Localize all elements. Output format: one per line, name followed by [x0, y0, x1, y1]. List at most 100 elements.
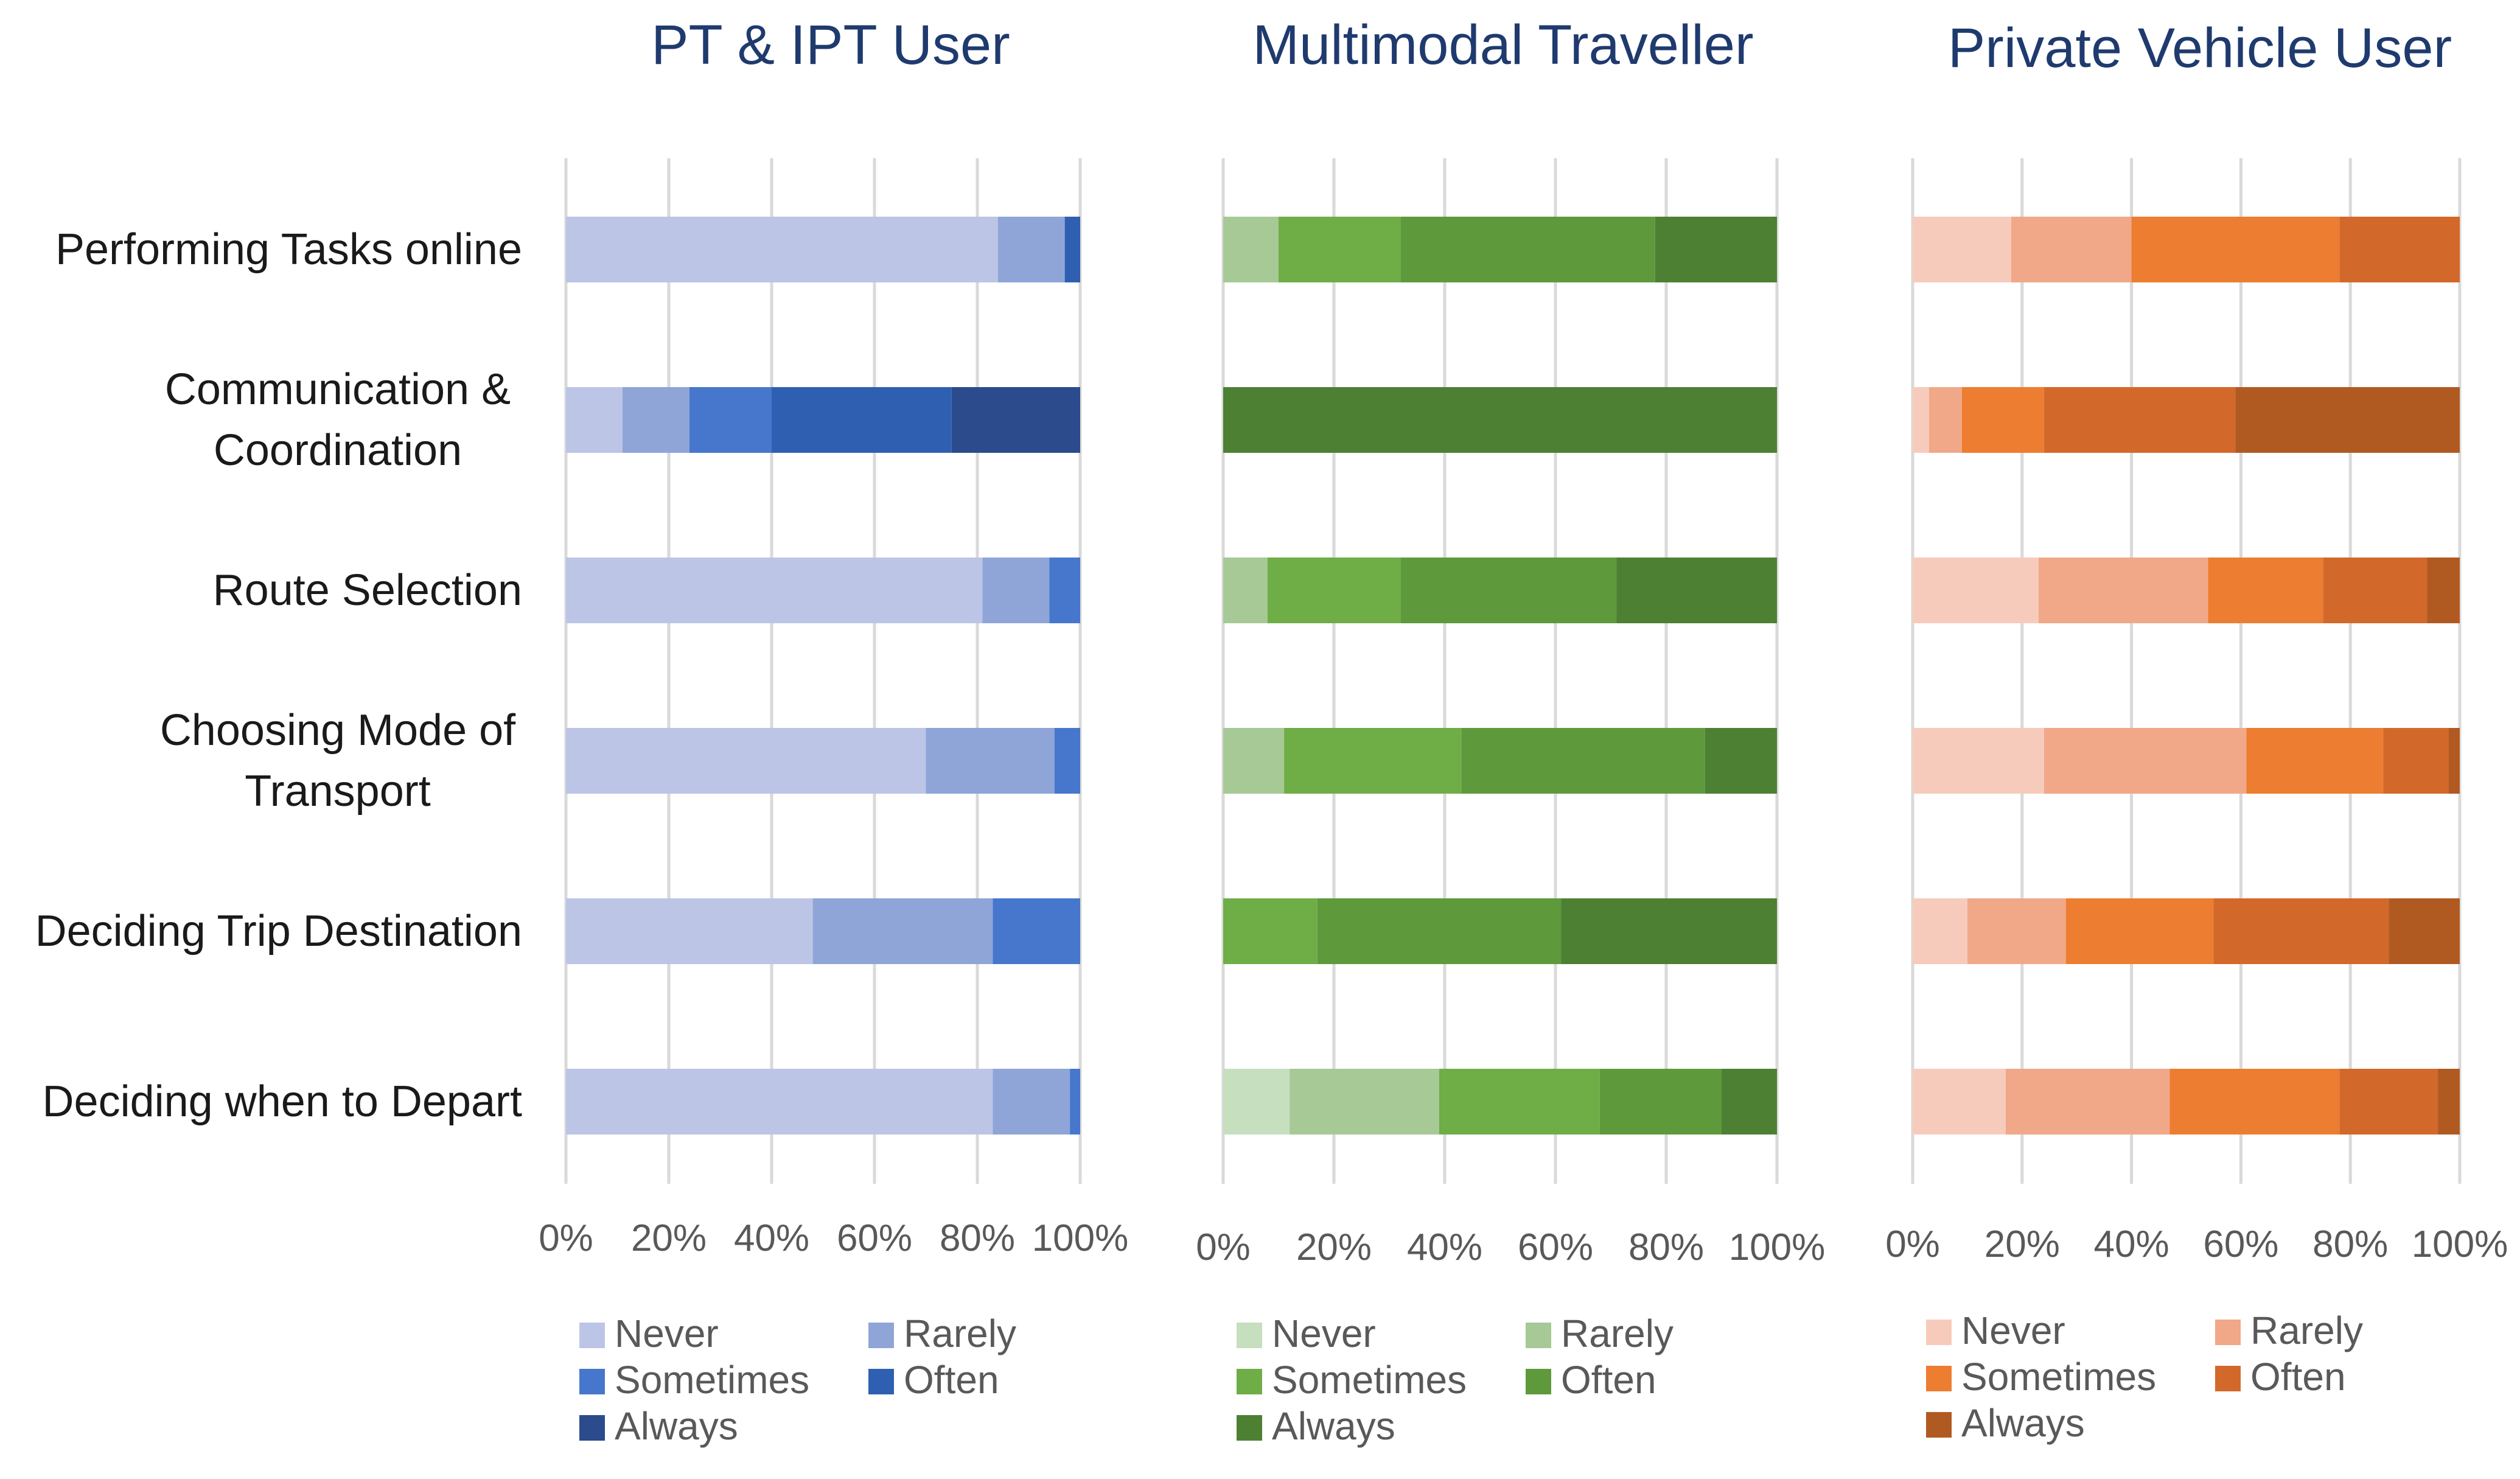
bar-segment-always — [1223, 387, 1777, 453]
legend-label: Often — [2250, 1355, 2346, 1399]
bar-segment-sometimes — [1961, 387, 2044, 453]
bar-segment-often — [2339, 1069, 2438, 1135]
bar-segment-never — [1913, 728, 2044, 794]
legend-swatch — [579, 1323, 605, 1348]
bar-segment-never — [1223, 1069, 1290, 1135]
legend-swatch — [1237, 1323, 1262, 1348]
bar-segment-often — [2044, 387, 2236, 453]
bar-segment-often — [2213, 898, 2389, 964]
bar-segment-often — [1400, 558, 1617, 623]
category-label: Communication & Coordination — [165, 365, 511, 475]
bar-segment-always — [1655, 217, 1777, 282]
bar-segment-rarely — [997, 217, 1065, 282]
category-label: Deciding when to Depart — [43, 1077, 522, 1126]
legend-label: Sometimes — [615, 1358, 809, 1402]
bar-segment-sometimes — [1267, 558, 1401, 623]
bar-segment-always — [1616, 558, 1777, 623]
legend-label: Rarely — [904, 1312, 1016, 1355]
bar-segment-never — [1913, 217, 2011, 282]
bar-segment-often — [1064, 217, 1080, 282]
x-tick-label: 40% — [2094, 1223, 2169, 1265]
bar-segment-rarely — [993, 1069, 1070, 1135]
bar-segment-never — [566, 898, 813, 964]
legend-label: Often — [904, 1358, 999, 1402]
category-label: Route Selection — [213, 566, 522, 615]
legend-swatch — [868, 1369, 894, 1394]
bar-segment-never — [1913, 898, 1967, 964]
bar-segment-rarely — [1967, 898, 2066, 964]
bar-segment-sometimes — [2065, 898, 2214, 964]
legend-swatch — [2215, 1366, 2241, 1391]
legend-swatch — [1926, 1320, 1952, 1345]
bar-segment-sometimes — [689, 387, 772, 453]
x-tick-label: 0% — [1196, 1226, 1251, 1268]
x-tick-label: 0% — [539, 1217, 593, 1259]
bar-segment-rarely — [1223, 728, 1285, 794]
bar-segment-always — [1722, 1069, 1777, 1135]
bar-segment-sometimes — [1223, 898, 1318, 964]
panel-title: Private Vehicle User — [1948, 17, 2452, 79]
legend-label: Never — [1961, 1309, 2065, 1352]
bar-segment-never — [566, 1069, 993, 1135]
bar-segment-rarely — [2005, 1069, 2170, 1135]
panel-title: Multimodal Traveller — [1252, 14, 1753, 76]
bar-segment-rarely — [622, 387, 689, 453]
bar-segment-rarely — [1290, 1069, 1439, 1135]
legend-label: Never — [615, 1312, 719, 1355]
bar-segment-rarely — [1928, 387, 1962, 453]
legend-swatch — [1526, 1323, 1551, 1348]
legend-swatch — [868, 1323, 894, 1348]
bar-segment-rarely — [2038, 558, 2208, 623]
chart-panel: PT & IPT User 0% 20% 40% 60% 80% 100% Never Rare… — [539, 14, 1128, 1448]
bar-segment-sometimes — [2246, 728, 2384, 794]
legend-label: Rarely — [2250, 1309, 2363, 1352]
bar-segment-rarely — [812, 898, 993, 964]
bar-segment-often — [1317, 898, 1562, 964]
bar-segment-often — [772, 387, 952, 453]
bar-segment-sometimes — [1279, 217, 1401, 282]
bar-segment-sometimes — [1070, 1069, 1080, 1135]
bar-segment-sometimes — [2131, 217, 2340, 282]
x-tick-label: 100% — [1032, 1217, 1129, 1259]
bar-segment-never — [566, 558, 983, 623]
legend-swatch — [1237, 1415, 1262, 1441]
bar-segment-never — [566, 217, 998, 282]
x-tick-label: 20% — [1984, 1223, 2060, 1265]
x-tick-label: 0% — [1885, 1223, 1940, 1265]
x-tick-label: 20% — [1296, 1226, 1372, 1268]
category-label: Performing Tasks online — [55, 225, 522, 274]
bar-segment-always — [1705, 728, 1777, 794]
x-tick-label: 60% — [2203, 1223, 2278, 1265]
bar-segment-always — [2235, 387, 2460, 453]
bar-segment-always — [2438, 1069, 2460, 1135]
bar-segment-rarely — [926, 728, 1055, 794]
bar-segment-never — [566, 387, 623, 453]
legend-label: Sometimes — [1272, 1358, 1467, 1402]
bar-segment-sometimes — [2169, 1069, 2340, 1135]
x-tick-label: 40% — [734, 1217, 809, 1259]
legend-label: Sometimes — [1961, 1355, 2156, 1399]
bar-segment-rarely — [2011, 217, 2132, 282]
bar-segment-often — [2339, 217, 2460, 282]
x-tick-label: 20% — [631, 1217, 707, 1259]
legend-swatch — [1926, 1412, 1952, 1438]
category-label: Choosing Mode of Transport — [160, 706, 516, 816]
bar-segment-rarely — [982, 558, 1050, 623]
bar-segment-sometimes — [1439, 1069, 1600, 1135]
bar-segment-rarely — [2044, 728, 2247, 794]
legend-label: Always — [1961, 1401, 2085, 1445]
x-tick-label: 80% — [2312, 1223, 2388, 1265]
legend-swatch — [2215, 1320, 2241, 1345]
panel-title: PT & IPT User — [651, 14, 1010, 76]
bar-segment-always — [2389, 898, 2460, 964]
chart-panel: Private Vehicle User 0% 20% 40% 60% 80% 100% Ne… — [1885, 17, 2508, 1445]
category-label: Deciding Trip Destination — [35, 907, 522, 956]
bar-segment-always — [951, 387, 1080, 453]
bar-segment-never — [566, 728, 926, 794]
legend-label: Never — [1272, 1312, 1376, 1355]
legend-label: Always — [1272, 1404, 1395, 1448]
bar-segment-sometimes — [993, 898, 1080, 964]
x-tick-label: 40% — [1407, 1226, 1482, 1268]
x-tick-label: 100% — [2412, 1223, 2508, 1265]
